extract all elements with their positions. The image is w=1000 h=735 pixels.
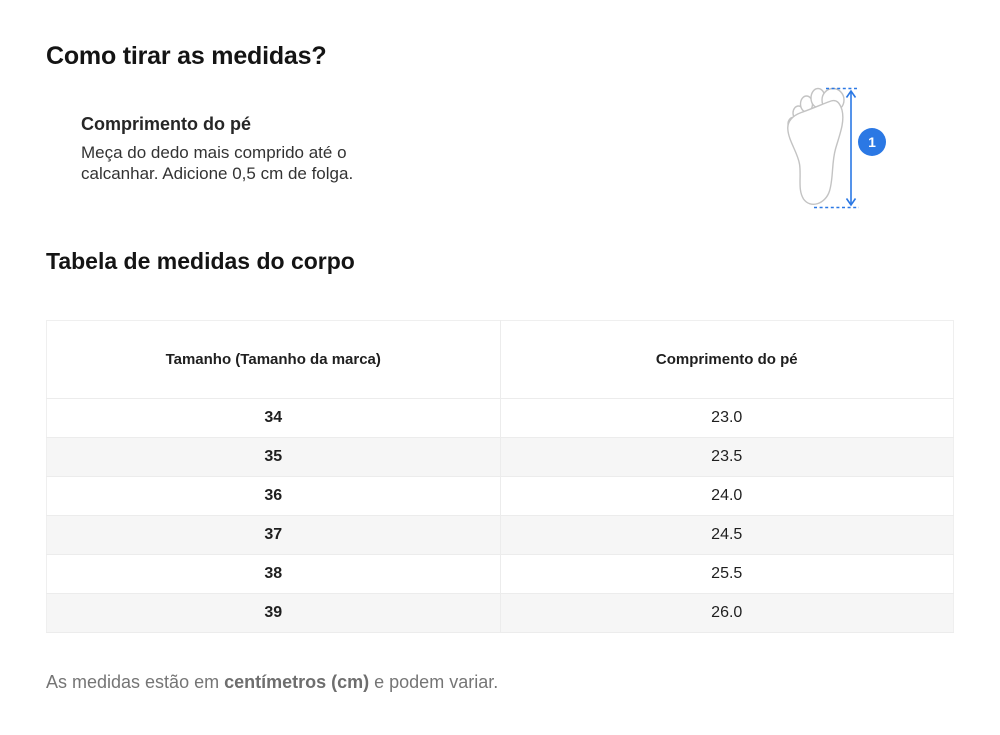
footnote-units: centímetros (cm) [224, 672, 370, 692]
table-row: 36 24.0 [46, 476, 954, 516]
units-footnote: As medidas estão em centímetros (cm) e p… [46, 672, 954, 693]
svg-text:1: 1 [868, 134, 876, 150]
footnote-suffix: e podem variar. [369, 672, 499, 692]
table-row: 37 24.5 [46, 515, 954, 555]
foot-length-cell: 24.0 [500, 476, 954, 516]
step-body: Comprimento do pé Meça do dedo mais comp… [81, 114, 426, 184]
table-section-title: Tabela de medidas do corpo [46, 248, 355, 274]
table-row: 38 25.5 [46, 554, 954, 594]
size-cell: 38 [46, 554, 501, 594]
size-table-body: 34 23.0 35 23.5 36 24.0 37 24.5 38 25.5 39 26.0 [46, 398, 954, 633]
measure-arrow [845, 89, 857, 207]
foot-length-cell: 25.5 [500, 554, 954, 594]
foot-measurement-icon: 1 [787, 87, 886, 209]
size-cell: 34 [46, 398, 501, 438]
size-table-head: Tamanho (Tamanho da marca) Comprimento d… [46, 320, 954, 399]
measurement-step-foot-length: 1 Comprimento do pé Meça do dedo mais co… [46, 114, 954, 184]
size-cell: 39 [46, 593, 501, 633]
column-header-size: Tamanho (Tamanho da marca) [46, 320, 501, 399]
header-row: Tamanho (Tamanho da marca) Comprimento d… [46, 320, 954, 399]
page-title: Como tirar as medidas? [46, 42, 327, 70]
size-cell: 37 [46, 515, 501, 555]
foot-outline [787, 87, 845, 205]
step-number-badge: 1 [53, 118, 61, 134]
measure-guide-lines [814, 87, 859, 209]
foot-length-cell: 23.5 [500, 437, 954, 477]
foot-length-cell: 23.0 [500, 398, 954, 438]
table-row: 34 23.0 [46, 398, 954, 438]
foot-length-cell: 26.0 [500, 593, 954, 633]
table-row: 39 26.0 [46, 593, 954, 633]
table-row: 35 23.5 [46, 437, 954, 477]
step-description: Meça do dedo mais comprido até o calcanh… [81, 143, 354, 183]
size-cell: 35 [46, 437, 501, 477]
foot-length-cell: 24.5 [500, 515, 954, 555]
diagram-number-badge: 1 [858, 128, 886, 156]
size-table: Tamanho (Tamanho da marca) Comprimento d… [46, 320, 954, 633]
footnote-prefix: As medidas estão em [46, 672, 225, 692]
step-label: Comprimento do pé [81, 114, 251, 134]
column-header-foot-length: Comprimento do pé [655, 351, 798, 368]
size-cell: 36 [46, 476, 501, 516]
